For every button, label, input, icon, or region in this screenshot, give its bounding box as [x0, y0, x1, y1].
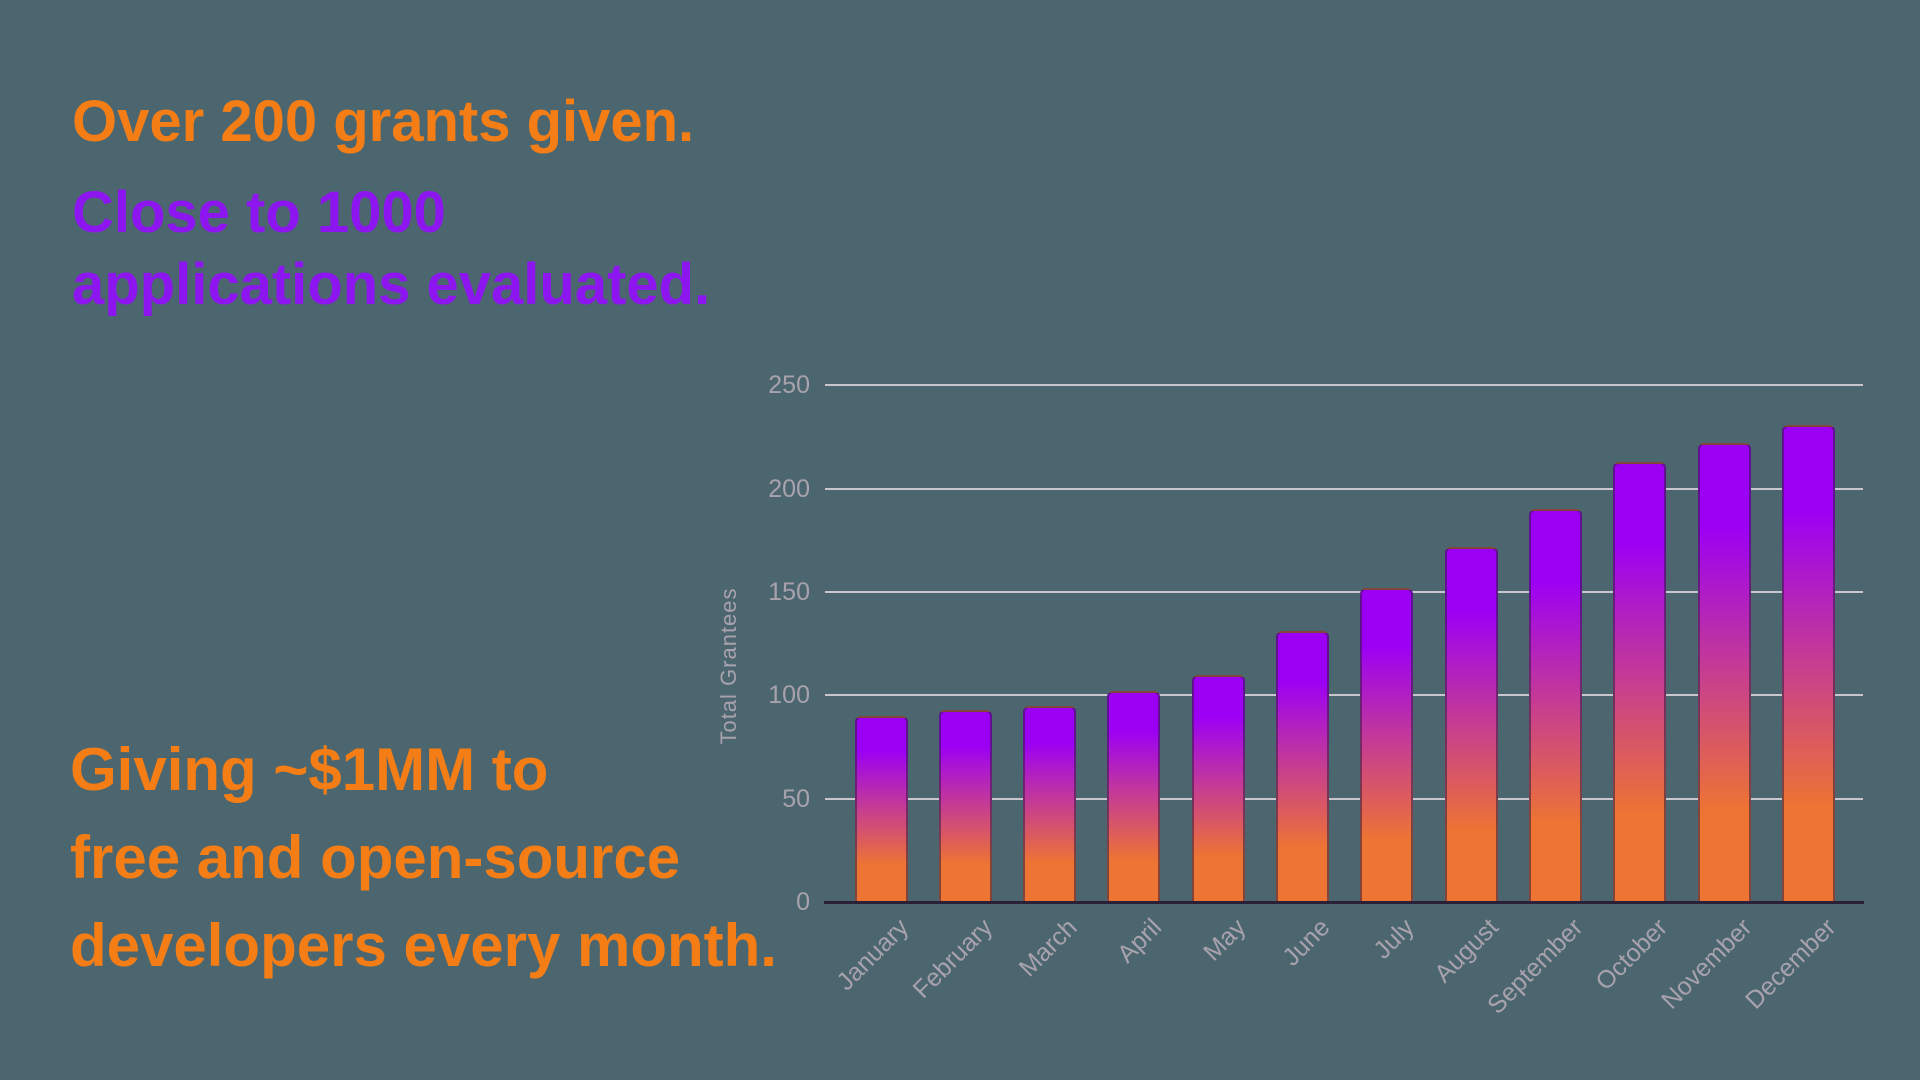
x-tick-label-december: December [1740, 913, 1842, 1015]
heading-grants-given: Over 200 grants given. [72, 89, 695, 154]
gridline-100 [825, 694, 1863, 697]
x-tick-label-february: February [907, 913, 999, 1004]
y-tick-label-50: 50 [782, 784, 810, 813]
x-tick-label-october: October [1590, 913, 1673, 996]
gridline-150 [825, 590, 1863, 593]
heading-giving-line1: Giving ~$1MM to [70, 736, 549, 803]
bar-january [854, 715, 908, 902]
y-tick-label-0: 0 [796, 888, 810, 916]
bar-april [1107, 691, 1161, 902]
bar-december [1781, 424, 1835, 902]
x-tick-label-april: April [1111, 913, 1167, 969]
y-tick-label-150: 150 [768, 577, 810, 606]
x-tick-label-june: June [1277, 913, 1336, 972]
x-axis-line [824, 901, 1864, 904]
gridline-50 [825, 797, 1863, 800]
heading-giving-line2: free and open-source [70, 824, 681, 891]
x-tick-label-november: November [1655, 913, 1758, 1015]
gridline-250 [825, 384, 1863, 387]
bar-november [1697, 443, 1751, 902]
bar-july [1360, 587, 1414, 902]
y-tick-label-250: 250 [768, 371, 810, 400]
bar-june [1276, 631, 1329, 902]
bar-september [1528, 509, 1582, 902]
heading-applications-evaluated: Close to 1000 applications evaluated. [72, 180, 711, 317]
heading-giving-block: Giving ~$1MM to free and open-source dev… [70, 726, 777, 990]
y-tick-label-100: 100 [768, 681, 810, 710]
y-tick-label-200: 200 [768, 474, 810, 503]
gridline-200 [825, 487, 1863, 490]
bar-march [1023, 705, 1077, 902]
bar-october [1613, 461, 1667, 902]
bar-february [938, 709, 992, 902]
bar-august [1444, 546, 1498, 902]
bar-may [1191, 674, 1245, 902]
x-tick-label-may: May [1198, 913, 1252, 967]
x-tick-label-july: July [1368, 913, 1420, 965]
x-tick-label-january: January [831, 913, 915, 996]
heading-giving-line3: developers every month. [70, 912, 777, 979]
x-tick-label-march: March [1013, 913, 1083, 983]
x-tick-label-august: August [1429, 913, 1505, 989]
